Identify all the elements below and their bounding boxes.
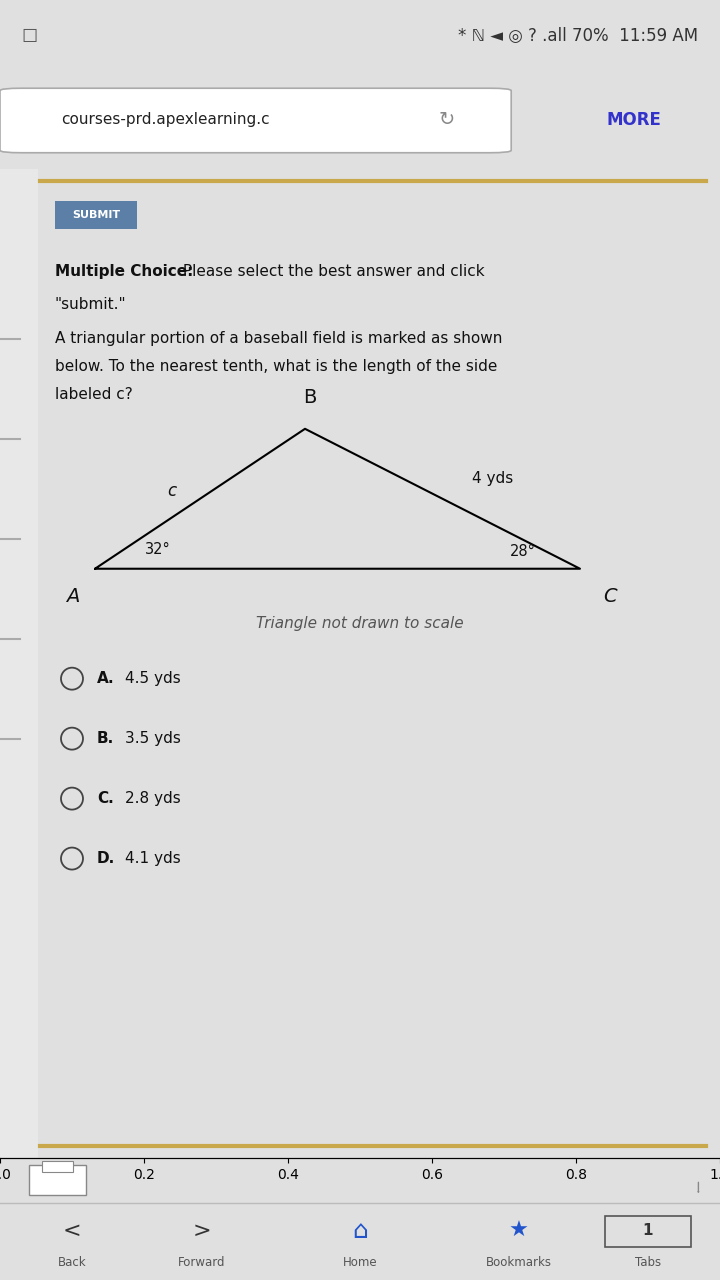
Text: 32°: 32° [145,541,171,557]
Text: <: < [63,1221,81,1240]
Text: ⌂: ⌂ [352,1219,368,1243]
Text: Multiple Choice:: Multiple Choice: [55,264,194,279]
Text: 4.1 yds: 4.1 yds [125,851,181,867]
Text: MORE: MORE [606,110,661,129]
Text: Forward: Forward [178,1256,225,1268]
FancyBboxPatch shape [29,1165,86,1194]
Text: D.: D. [97,851,115,867]
Text: Please select the best answer and click: Please select the best answer and click [178,264,485,279]
Text: below. To the nearest tenth, what is the length of the side: below. To the nearest tenth, what is the… [55,358,498,374]
Bar [42,1161,73,1172]
Text: ★: ★ [508,1221,528,1240]
Text: Triangle not drawn to scale: Triangle not drawn to scale [256,616,464,631]
FancyBboxPatch shape [55,201,137,229]
FancyBboxPatch shape [0,88,511,152]
Text: C: C [603,586,617,605]
Text: 1: 1 [643,1224,653,1238]
Text: c: c [168,481,176,499]
Text: SUBMIT: SUBMIT [72,210,120,220]
Text: A triangular portion of a baseball field is marked as shown: A triangular portion of a baseball field… [55,330,503,346]
Text: 4.5 yds: 4.5 yds [125,671,181,686]
Text: Tabs: Tabs [635,1256,661,1268]
Text: 3.5 yds: 3.5 yds [125,731,181,746]
Text: B.: B. [97,731,114,746]
Text: ↻: ↻ [438,110,454,129]
Text: 2.8 yds: 2.8 yds [125,791,181,806]
Text: B: B [303,388,317,407]
Text: labeled c?: labeled c? [55,387,132,402]
Bar [0,169,38,1158]
Text: Bookmarks: Bookmarks [485,1256,552,1268]
Text: * ℕ ◄ ◎ ? .all 70%  11:59 AM: * ℕ ◄ ◎ ? .all 70% 11:59 AM [458,27,698,45]
Text: 4 yds: 4 yds [472,471,514,486]
Text: 28°: 28° [510,544,536,559]
Text: "submit.": "submit." [55,297,127,312]
Text: courses-prd.apexlearning.c: courses-prd.apexlearning.c [61,113,270,127]
Text: A.: A. [97,671,114,686]
Text: Home: Home [343,1256,377,1268]
Text: C.: C. [97,791,114,806]
Text: ☐: ☐ [22,28,37,46]
Text: A: A [66,586,80,605]
Text: >: > [192,1221,211,1240]
Text: Back: Back [58,1256,86,1268]
